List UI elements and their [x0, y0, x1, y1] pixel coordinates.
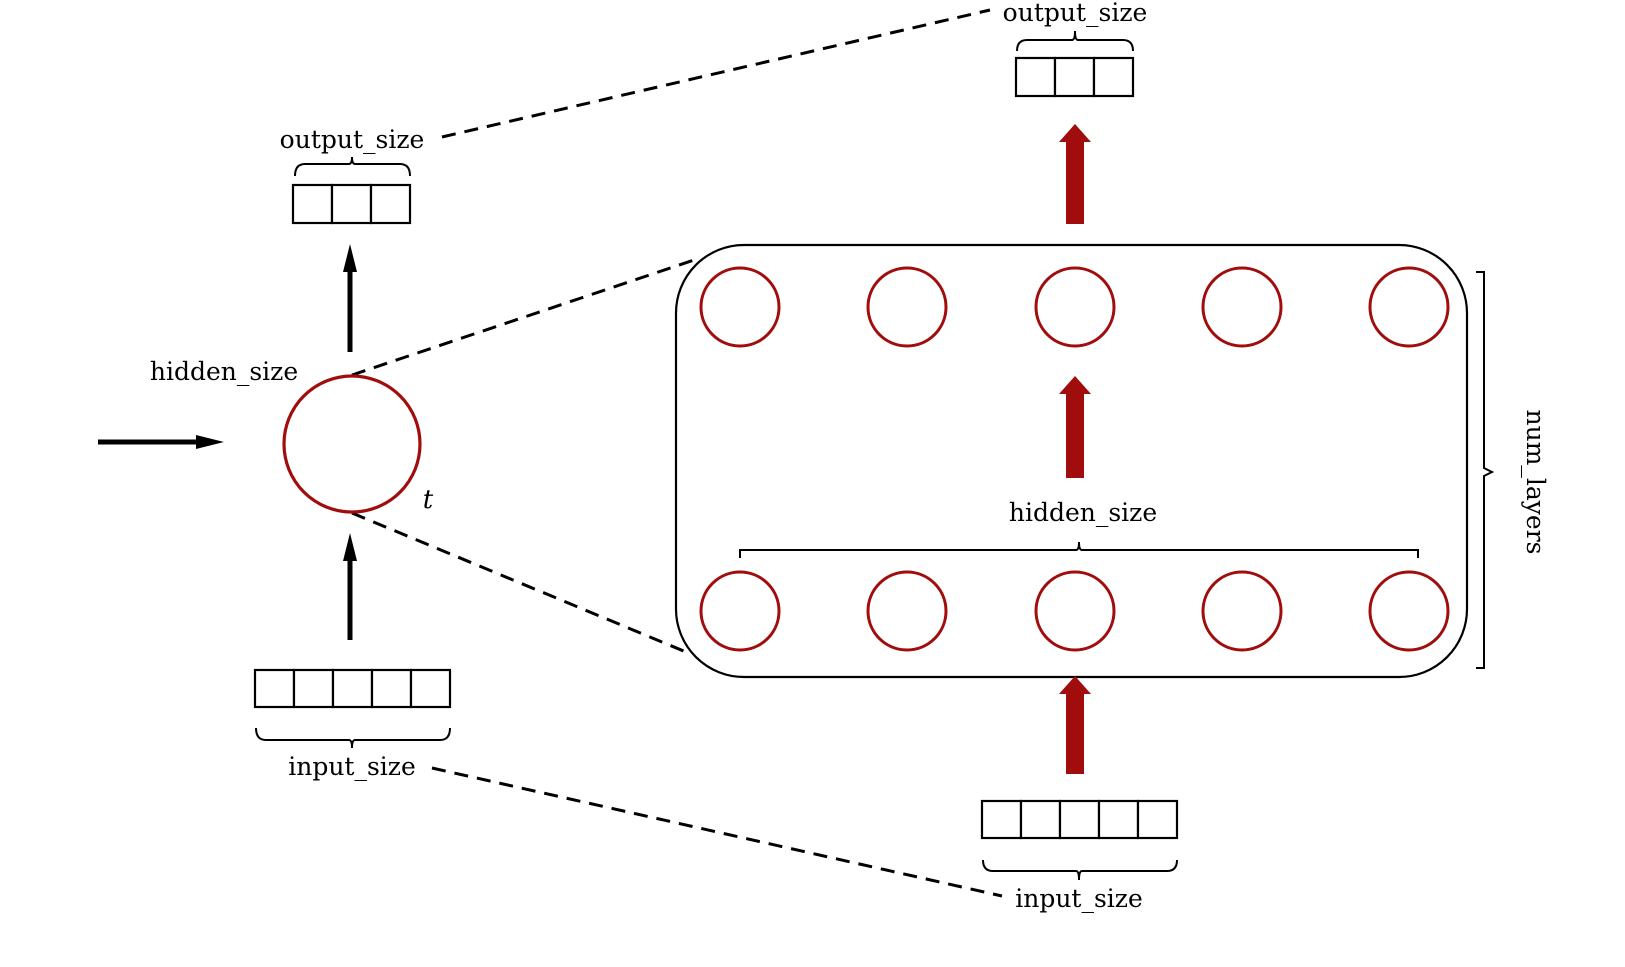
- bottom-layer-neuron-3: [1034, 570, 1116, 652]
- right-input-size-label: input_size: [1015, 884, 1143, 913]
- left-output-brace: [294, 156, 411, 177]
- left-rnn-cell: output_size hidden_size t input_size: [98, 125, 452, 781]
- left-input-vector: [253, 668, 452, 709]
- left-output-vector: [291, 183, 412, 225]
- left-input-arrowhead: [343, 533, 357, 561]
- bottom-layer-neurons: [699, 570, 1450, 652]
- right-output-cell-2: [1053, 56, 1096, 98]
- left-input-cell-4: [370, 668, 413, 709]
- left-output-arrowhead: [343, 244, 357, 272]
- right-hidden-size-label: hidden_size: [1009, 498, 1157, 527]
- left-output-cell-3: [369, 183, 412, 225]
- right-input-cell-2: [1019, 799, 1062, 840]
- right-output-brace: [1016, 30, 1134, 52]
- connector-input-to-zoom: [431, 766, 1003, 898]
- connector-output-to-zoom: [441, 8, 991, 139]
- hidden-size-brace: [739, 541, 1419, 558]
- bottom-layer-neuron-1: [699, 570, 781, 652]
- right-input-brace: [982, 859, 1178, 881]
- top-layer-neuron-4: [1201, 266, 1283, 348]
- left-input-size-label: input_size: [288, 752, 416, 781]
- left-input-cell-3: [331, 668, 374, 709]
- connector-cell-bottom-to-box: [351, 511, 687, 654]
- right-output-cell-3: [1092, 56, 1135, 98]
- top-layer-neuron-3: [1034, 266, 1116, 348]
- top-layer-neuron-1: [699, 266, 781, 348]
- right-input-cell-5: [1136, 799, 1179, 840]
- num-layers-bracket: [1476, 271, 1495, 669]
- left-output-cell-1: [291, 183, 334, 225]
- expanded-view: output_size hidden_size: [674, 0, 1550, 913]
- right-input-cell-1: [980, 799, 1023, 840]
- right-input-cell-3: [1058, 799, 1101, 840]
- time-step-label: t: [423, 485, 434, 515]
- red-arrow-from-input-shaft: [1066, 694, 1084, 774]
- right-input-vector: [980, 799, 1179, 840]
- left-hidden-size-label: hidden_size: [150, 357, 298, 386]
- layers-container: [674, 243, 1469, 679]
- bottom-layer-neuron-4: [1201, 570, 1283, 652]
- left-input-cell-2: [292, 668, 335, 709]
- right-output-vector: [1014, 56, 1135, 98]
- bottom-layer-neuron-5: [1368, 570, 1450, 652]
- right-output-size-label: output_size: [1003, 0, 1148, 27]
- top-layer-neuron-5: [1368, 266, 1450, 348]
- left-output-cell-2: [330, 183, 373, 225]
- red-arrow-to-output-shaft: [1066, 142, 1084, 224]
- bottom-layer-neuron-2: [866, 570, 948, 652]
- red-arrow-from-input: [1059, 676, 1091, 774]
- left-output-size-label: output_size: [280, 125, 425, 154]
- num-layers-label: num_layers: [1521, 409, 1550, 554]
- left-input-cell-1: [253, 668, 296, 709]
- red-arrow-between-layers-head: [1059, 376, 1091, 394]
- left-input-cell-5: [409, 668, 452, 709]
- recurrent-input-arrowhead: [196, 435, 224, 449]
- red-arrow-between-layers-shaft: [1066, 394, 1084, 478]
- top-layer-neurons: [699, 266, 1450, 348]
- dashed-connectors: [351, 8, 1003, 898]
- top-layer-neuron-2: [866, 266, 948, 348]
- hidden-cell-neuron: [282, 374, 422, 514]
- red-arrow-from-input-head: [1059, 676, 1091, 694]
- red-arrow-between-layers: [1059, 376, 1091, 478]
- right-input-cell-4: [1097, 799, 1140, 840]
- connector-cell-top-to-box: [351, 256, 701, 377]
- red-arrow-to-output: [1059, 124, 1091, 224]
- left-input-brace: [255, 727, 451, 749]
- right-output-cell-1: [1014, 56, 1057, 98]
- red-arrow-to-output-head: [1059, 124, 1091, 142]
